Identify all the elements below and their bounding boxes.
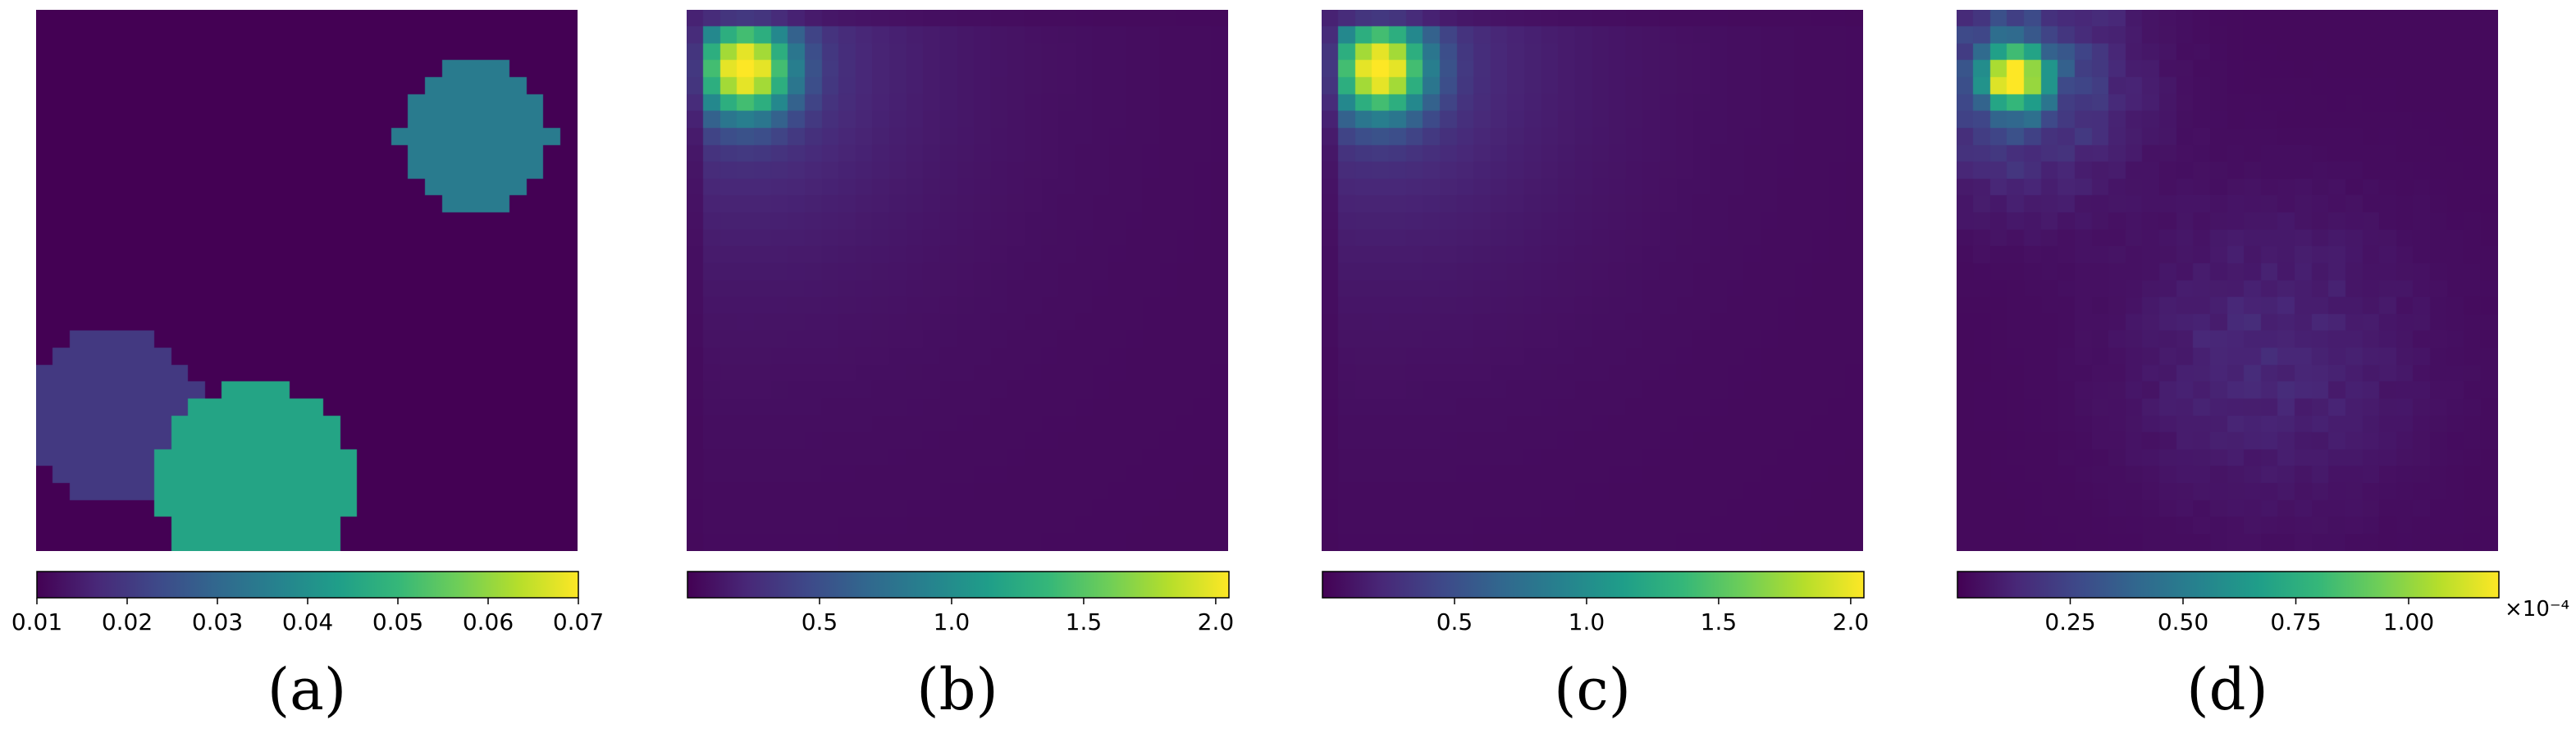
colorbar-tick-label: 0.25	[2044, 608, 2096, 636]
panel-a: 0.01 0.02 0.03 0.04 0.05 0.06 0.07 (a)	[11, 0, 627, 738]
panel-b: 0.5 1.0 1.5 2.0 (b)	[687, 0, 1277, 738]
heatmap-d	[1957, 10, 2498, 551]
panel-label-d: (d)	[2186, 656, 2268, 723]
colorbar-tick-label: 1.5	[1065, 608, 1103, 636]
colorbar-tick-label: 0.06	[462, 608, 514, 636]
colorbar-tick-label: 0.05	[372, 608, 424, 636]
colorbar-b	[687, 571, 1230, 604]
colorbar-tick-label: 2.0	[1197, 608, 1235, 636]
colorbar-tick-label: 0.02	[101, 608, 153, 636]
colorbar-tick-label: 0.04	[281, 608, 334, 636]
panel-label-b: (b)	[916, 656, 998, 723]
colorbar-tick-label: 0.5	[801, 608, 838, 636]
heatmap-b	[687, 10, 1228, 551]
colorbar-gradient	[1322, 571, 1865, 599]
colorbar-tick-label: 0.03	[191, 608, 244, 636]
colorbar-tick-label: 1.0	[1568, 608, 1605, 636]
heatmap-c	[1322, 10, 1863, 551]
colorbar-gradient	[36, 571, 579, 599]
colorbar-gradient	[687, 571, 1230, 599]
colorbar-tick-label: 0.50	[2157, 608, 2209, 636]
colorbar-gradient	[1957, 571, 2500, 599]
colorbar-exponent-d: ×10⁻⁴	[2505, 597, 2570, 622]
colorbar-tick-label: 1.00	[2382, 608, 2435, 636]
colorbar-c	[1322, 571, 1865, 604]
panel-label-a: (a)	[267, 656, 347, 723]
colorbar-d	[1957, 571, 2500, 604]
colorbar-tick-label: 2.0	[1832, 608, 1870, 636]
colorbar-tick-label: 0.75	[2270, 608, 2322, 636]
colorbar-a	[36, 571, 579, 604]
colorbar-tick-label: 0.5	[1436, 608, 1473, 636]
colorbar-tick-label: 0.07	[552, 608, 605, 636]
colorbar-tick-label: 1.5	[1700, 608, 1738, 636]
colorbar-tick-label: 0.01	[11, 608, 63, 636]
heatmap-a	[36, 10, 578, 551]
colorbar-tick-label: 1.0	[933, 608, 971, 636]
panel-label-c: (c)	[1554, 656, 1631, 723]
panel-d: 0.25 0.50 0.75 1.00 ×10⁻⁴ (d)	[1957, 0, 2569, 738]
panel-c: 0.5 1.0 1.5 2.0 (c)	[1322, 0, 1912, 738]
